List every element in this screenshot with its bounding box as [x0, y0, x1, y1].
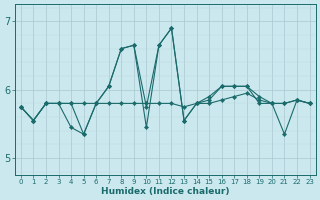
X-axis label: Humidex (Indice chaleur): Humidex (Indice chaleur) [101, 187, 229, 196]
